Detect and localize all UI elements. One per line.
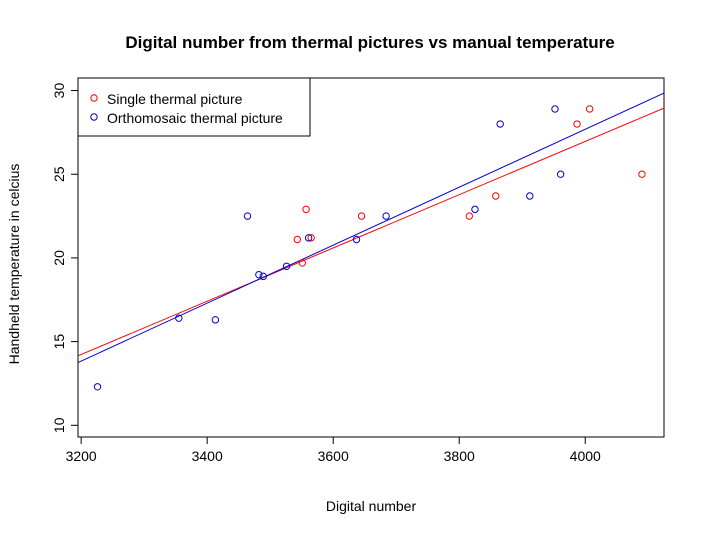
x-axis-label: Digital number: [326, 498, 417, 514]
fit-line-series-0: [77, 107, 665, 357]
y-tick-label: 30: [51, 83, 67, 99]
data-point-series-1: [304, 234, 313, 242]
data-point-series-1: [175, 314, 183, 322]
data-point-series-0: [357, 212, 366, 220]
data-point-series-0: [638, 170, 646, 178]
legend-label-orthomosaic: Orthomosaic thermal picture: [107, 110, 283, 126]
data-point-series-0: [293, 235, 301, 244]
data-point-series-0: [465, 212, 473, 220]
x-tick-label: 3400: [192, 448, 223, 464]
data-point-series-1: [496, 120, 504, 128]
data-point-series-0: [307, 234, 315, 242]
y-axis-label: Handheld temperature in celcius: [6, 164, 22, 365]
x-tick-label: 3600: [318, 448, 349, 464]
data-point-series-1: [255, 270, 263, 279]
data-point-series-1: [471, 205, 479, 214]
data-points: [93, 105, 646, 391]
data-point-series-0: [492, 192, 500, 200]
y-axis: 10 15 20 25 30: [51, 83, 79, 433]
data-point-series-1: [211, 316, 220, 324]
data-point-series-1: [282, 262, 291, 270]
chart-title: Digital number from thermal pictures vs …: [125, 33, 614, 52]
data-point-series-1: [556, 170, 565, 178]
data-point-series-0: [298, 259, 307, 267]
data-point-series-1: [259, 272, 267, 281]
data-point-series-1: [526, 192, 534, 200]
x-tick-label: 3200: [66, 448, 97, 464]
data-point-series-0: [585, 105, 594, 113]
legend-marker-orthomosaic: [90, 113, 98, 121]
legend-marker-single: [90, 94, 98, 102]
data-point-series-1: [93, 383, 102, 391]
y-tick-label: 10: [51, 417, 67, 433]
y-tick-label: 25: [51, 166, 67, 182]
data-point-series-1: [352, 235, 361, 244]
x-tick-label: 4000: [570, 448, 601, 464]
data-point-series-1: [382, 212, 390, 220]
legend-label-single: Single thermal picture: [107, 91, 243, 107]
legend: Single thermal picture Orthomosaic therm…: [77, 77, 311, 137]
legend-box: [77, 77, 311, 137]
x-tick-label: 3800: [444, 448, 475, 464]
data-point-series-1: [243, 212, 252, 220]
x-axis: 3200 3400 3600 3800 4000: [66, 436, 601, 464]
data-point-series-1: [551, 105, 559, 113]
y-tick-label: 20: [51, 250, 67, 266]
y-tick-label: 15: [51, 334, 67, 350]
data-point-series-0: [302, 205, 310, 214]
data-point-series-0: [573, 120, 581, 128]
